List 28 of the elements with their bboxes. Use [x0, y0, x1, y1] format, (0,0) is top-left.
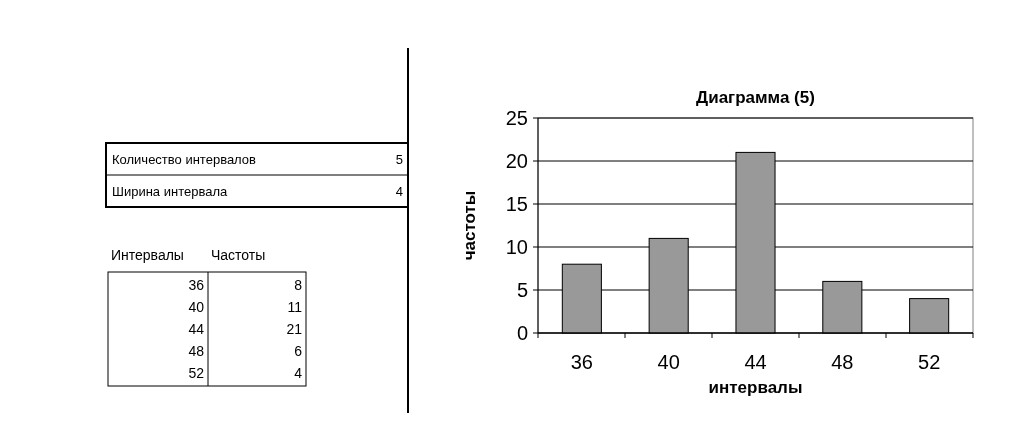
text: 8: [294, 277, 303, 293]
text: 4: [395, 184, 403, 199]
text: Частоты: [211, 247, 266, 263]
text: Количество интервалов: [112, 152, 257, 167]
x-tick-label: 44: [744, 351, 767, 373]
text: 40: [188, 299, 205, 315]
y-axis-title: частоты: [460, 190, 479, 261]
text: 36: [188, 277, 205, 293]
x-tick-label: 40: [657, 351, 680, 373]
text: Ширина интервала: [112, 184, 228, 199]
text: 4: [294, 365, 303, 381]
y-tick-label: 0: [516, 322, 528, 344]
y-tick-label: 20: [505, 150, 528, 172]
x-axis-title: интервалы: [708, 378, 803, 397]
y-tick-label: 10: [505, 236, 528, 258]
text: 6: [294, 343, 303, 359]
text: 44: [188, 321, 205, 337]
text: 11: [287, 299, 303, 315]
text: Интервалы: [111, 247, 184, 263]
x-tick-label: 48: [831, 351, 854, 373]
x-tick-label: 36: [570, 351, 593, 373]
y-tick-label: 15: [505, 193, 528, 215]
y-tick-label: 5: [516, 279, 528, 301]
chart-title: Диаграмма (5): [696, 88, 815, 107]
x-tick-label: 52: [918, 351, 941, 373]
y-tick-label: 25: [505, 107, 528, 129]
text: 5: [395, 152, 403, 167]
text: 21: [286, 321, 303, 337]
